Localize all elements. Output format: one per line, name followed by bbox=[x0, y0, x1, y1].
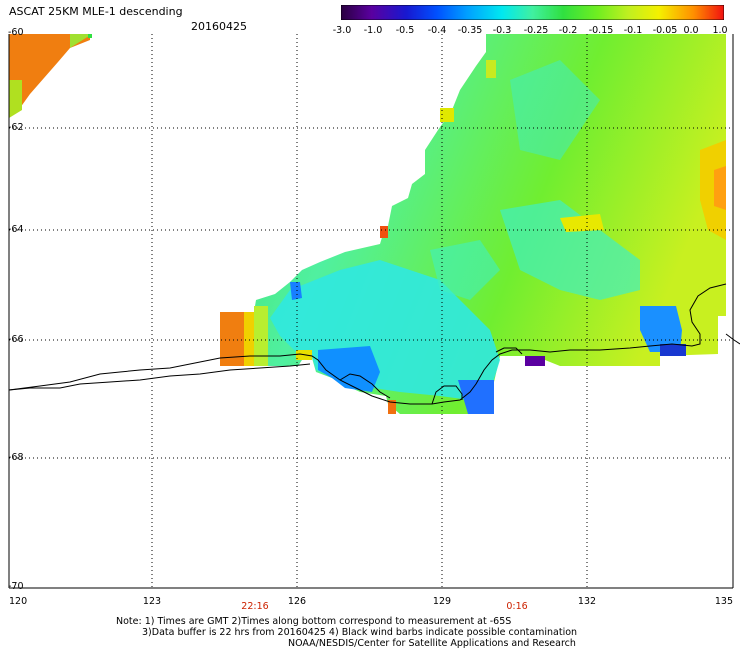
colorbar-label: -0.2 bbox=[558, 25, 578, 36]
plot-frame bbox=[8, 34, 734, 589]
colorbar-label: -0.15 bbox=[588, 25, 614, 36]
data-swath bbox=[9, 34, 726, 414]
colorbar-label: -0.5 bbox=[395, 25, 415, 36]
colorbar-label: -0.4 bbox=[427, 25, 447, 36]
colorbar-label: 0.0 bbox=[683, 25, 699, 36]
note-line-2: 3)Data buffer is 22 hrs from 20160425 4)… bbox=[142, 627, 578, 638]
lat-label: -62 bbox=[8, 122, 24, 133]
lon-label: 132 bbox=[577, 596, 597, 607]
lon-label: 135 bbox=[714, 596, 733, 607]
time-label: 22:16 bbox=[241, 601, 269, 612]
lon-label: 126 bbox=[287, 596, 307, 607]
colorbar bbox=[341, 5, 724, 20]
colorbar-label: -0.1 bbox=[623, 25, 643, 36]
colorbar-label: -0.35 bbox=[457, 25, 483, 36]
colorbar-label: -0.05 bbox=[652, 25, 678, 36]
coastline bbox=[8, 283, 740, 405]
lat-label: -70 bbox=[8, 581, 24, 592]
colorbar-label: -0.3 bbox=[492, 25, 512, 36]
colorbar-labels: -3.0 -1.0 -0.5 -0.4 -0.35 -0.3 -0.25 -0.… bbox=[330, 25, 735, 37]
time-label: 0:16 bbox=[506, 601, 528, 612]
lat-label: -64 bbox=[8, 224, 24, 235]
lat-label: -68 bbox=[8, 452, 24, 463]
product-title: ASCAT 25KM MLE-1 descending bbox=[9, 5, 183, 18]
graticule bbox=[9, 34, 733, 588]
colorbar-label: -3.0 bbox=[332, 25, 352, 36]
lon-label: 123 bbox=[142, 596, 162, 607]
note-line-3: NOAA/NESDIS/Center for Satellite Applica… bbox=[288, 638, 576, 649]
lat-label: -66 bbox=[8, 334, 24, 345]
lon-label: 129 bbox=[432, 596, 452, 607]
colorbar-label: -1.0 bbox=[363, 25, 383, 36]
lat-label: -60 bbox=[8, 27, 24, 38]
colorbar-label: -0.25 bbox=[523, 25, 549, 36]
product-date: 20160425 bbox=[191, 20, 247, 33]
lon-label: 120 bbox=[9, 596, 28, 607]
colorbar-label: 1.0 bbox=[712, 25, 728, 36]
note-line-1: Note: 1) Times are GMT 2)Times along bot… bbox=[116, 616, 512, 627]
